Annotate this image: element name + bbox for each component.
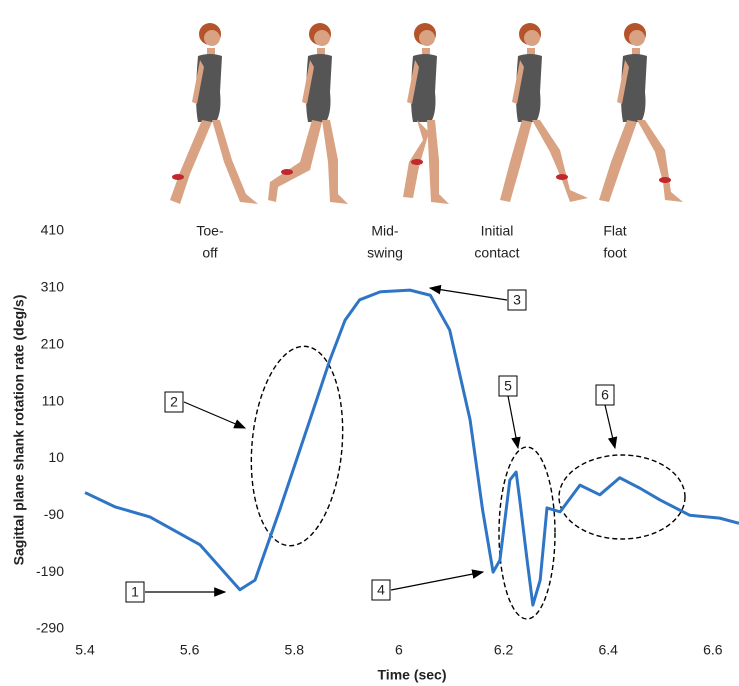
annotation-label: 2: [170, 394, 178, 410]
phase-label: Initial: [481, 223, 514, 239]
annotation-label: 3: [513, 292, 521, 308]
phase-label: foot: [603, 245, 626, 261]
y-tick-label: 210: [41, 335, 65, 351]
highlight-ellipse: [498, 446, 556, 620]
phase-label: contact: [474, 245, 519, 261]
annotation-box: [164, 391, 184, 413]
x-tick-label: 6.2: [494, 642, 514, 658]
phase-label: Mid-: [371, 223, 399, 239]
x-tick-label: 5.6: [180, 642, 200, 658]
highlight-ellipse: [558, 454, 686, 540]
data-line: [84, 288, 739, 607]
x-tick-label: 6.4: [598, 642, 618, 658]
y-tick-label: 10: [48, 449, 64, 465]
x-tick-label: 6.6: [703, 642, 723, 658]
phase-label: off: [202, 245, 217, 261]
annotation-box: [507, 289, 527, 311]
x-axis-title: Time (sec): [378, 667, 447, 683]
annotation-box: [371, 579, 391, 601]
y-tick-label: 310: [41, 279, 65, 295]
annotation-label: 1: [131, 584, 139, 600]
annotation-label: 5: [504, 378, 512, 394]
annotation-box: [595, 384, 615, 406]
phase-label: Toe-: [196, 223, 224, 239]
annotation-arrow: [390, 569, 485, 591]
annotation-box: [125, 581, 145, 603]
phase-label: Flat: [603, 223, 626, 239]
walker-figures: [170, 23, 683, 204]
annotation-label: 6: [601, 387, 609, 403]
annotation-arrow: [428, 284, 508, 301]
y-tick-label: -290: [36, 620, 64, 636]
annotation-label: 4: [377, 582, 385, 598]
x-tick-label: 5.8: [285, 642, 305, 658]
y-tick-label: -90: [44, 506, 64, 522]
y-tick-label: 410: [41, 222, 65, 238]
annotation-arrow: [507, 395, 521, 450]
highlight-ellipse: [250, 345, 344, 547]
x-tick-label: 5.4: [75, 642, 95, 658]
y-tick-label: 110: [42, 392, 65, 408]
annotation-arrow: [604, 404, 618, 450]
y-axis-title: Sagittal plane shank rotation rate (deg/…: [11, 295, 27, 566]
y-tick-label: -190: [36, 563, 64, 579]
phase-label: swing: [367, 245, 403, 261]
annotation-box: [498, 375, 518, 397]
annotation-arrow: [183, 401, 247, 429]
x-tick-label: 6: [395, 642, 403, 658]
